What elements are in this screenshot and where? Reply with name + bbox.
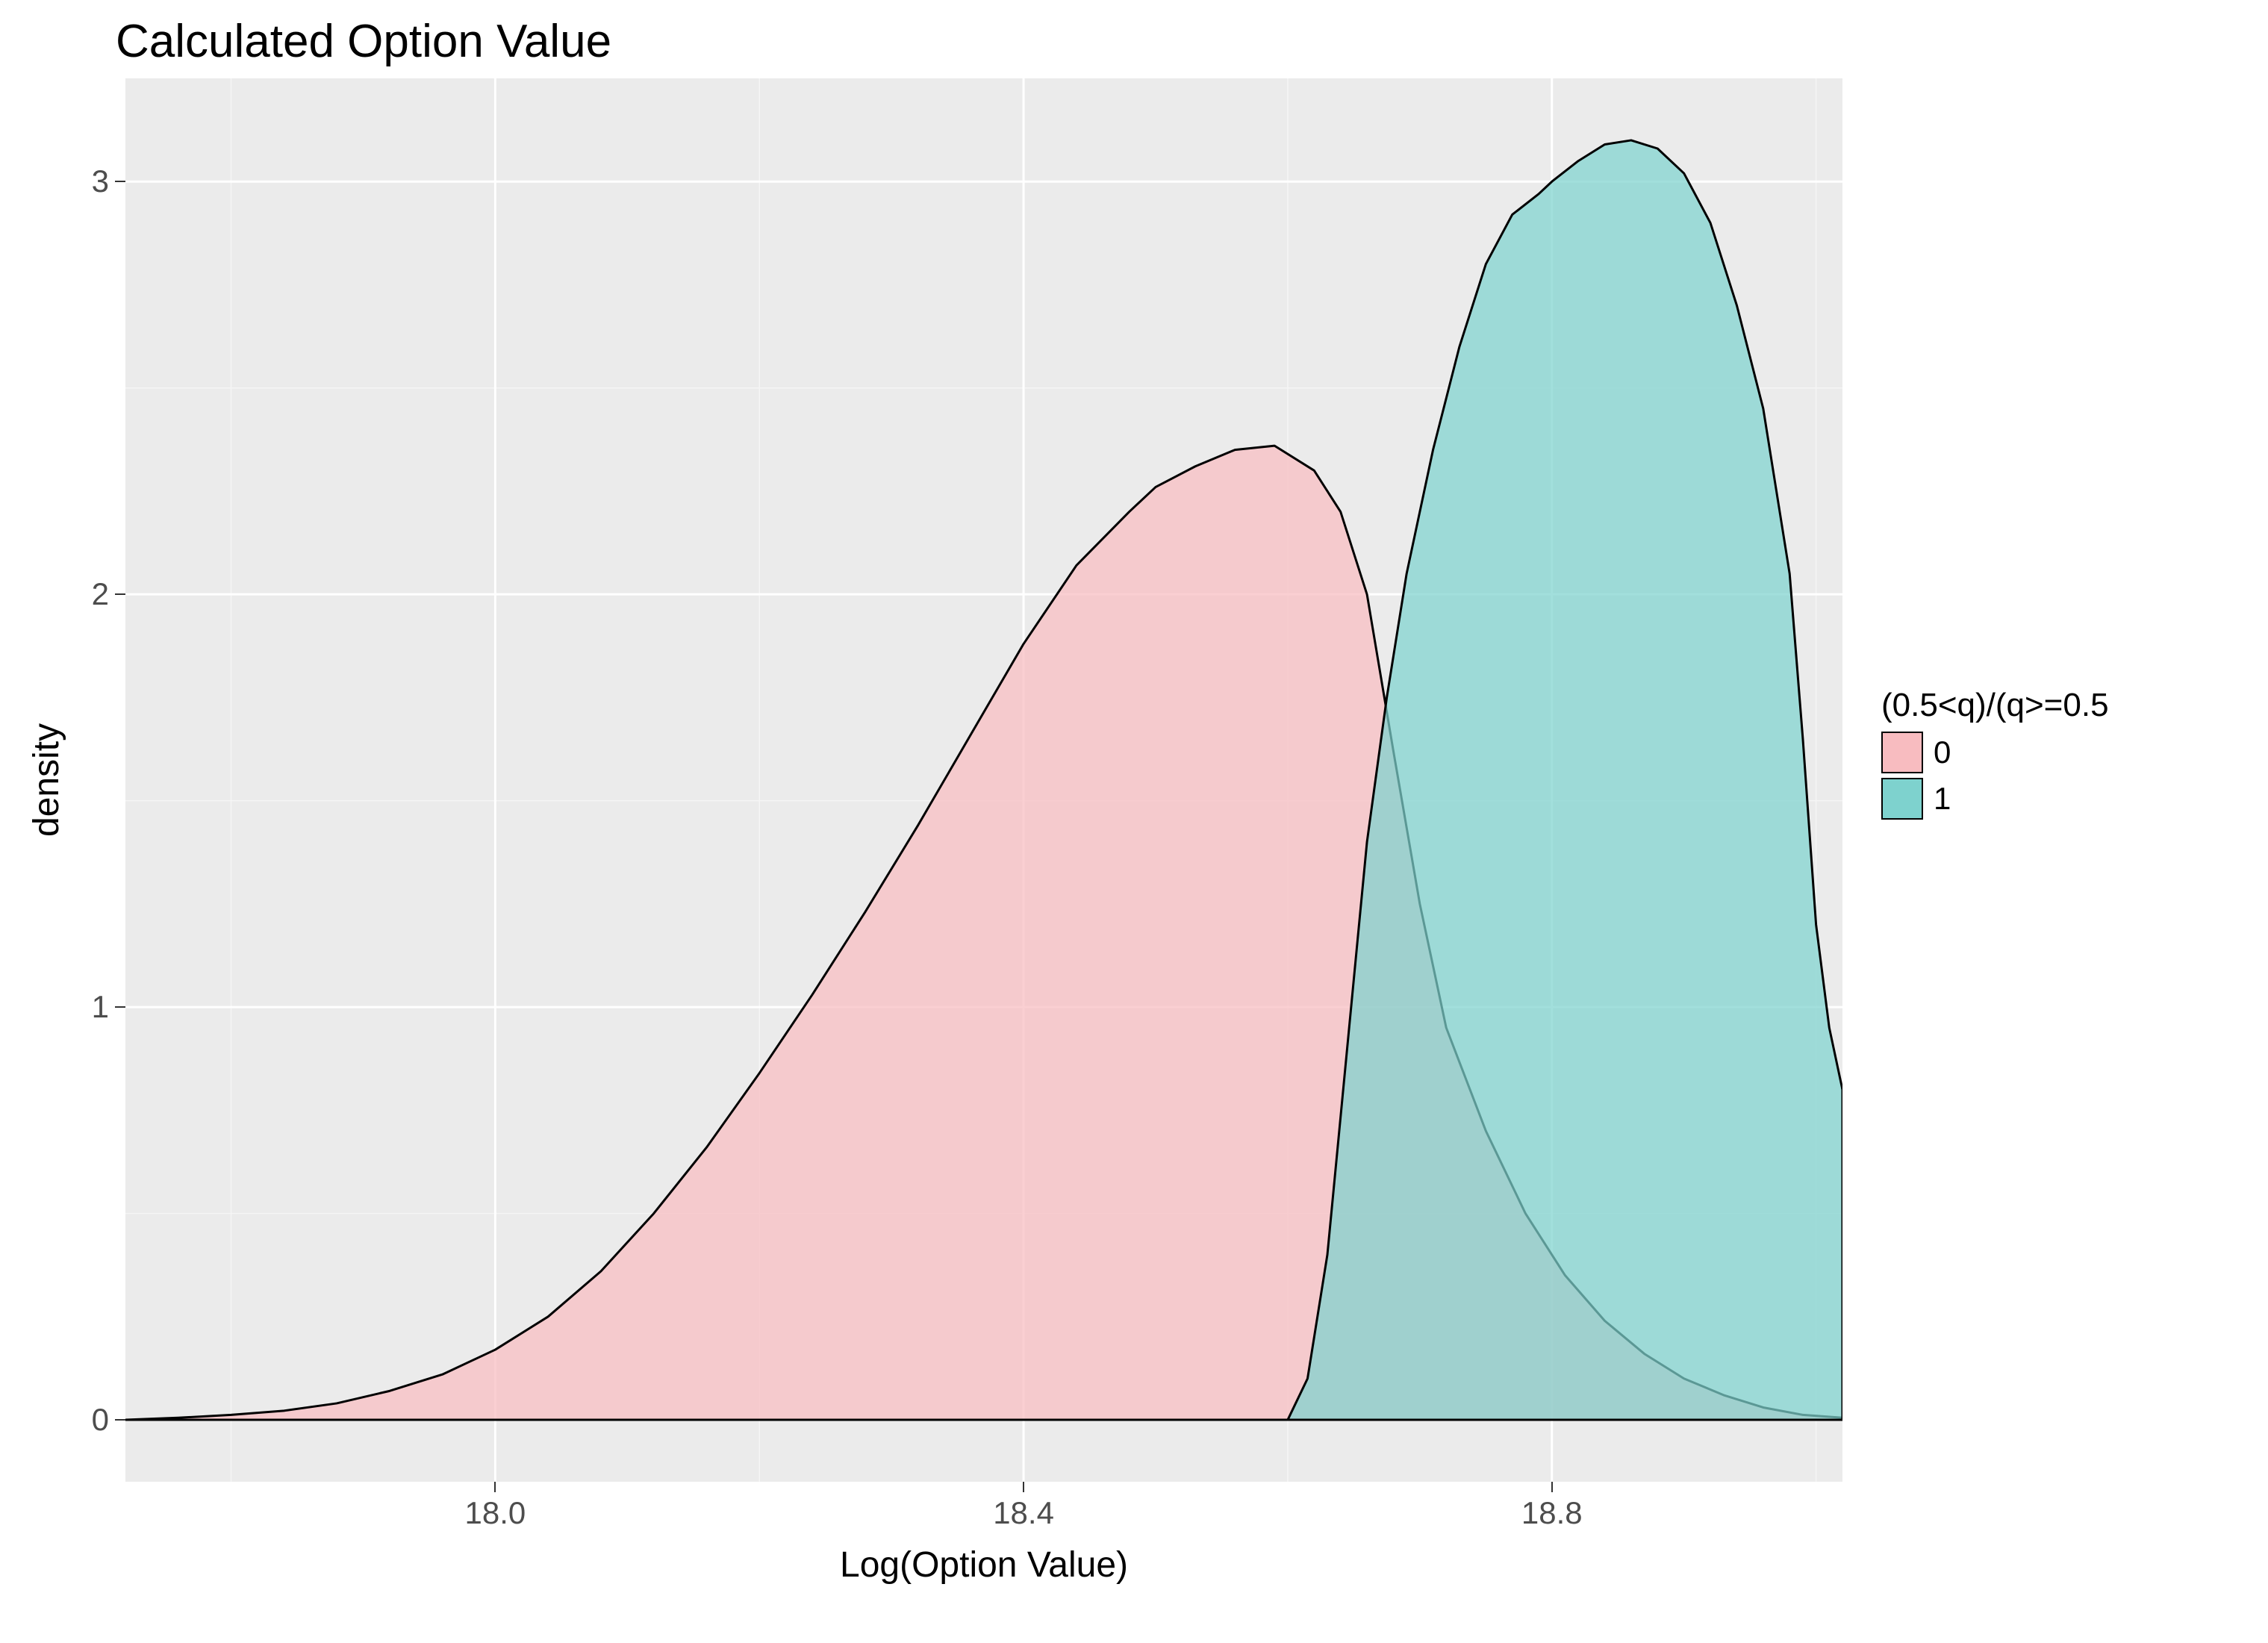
y-tick-mark [115, 181, 125, 182]
legend: (0.5<q)/(q>=0.5 01 [1881, 687, 2109, 824]
x-tick-label: 18.8 [1521, 1495, 1583, 1531]
legend-item: 1 [1881, 778, 2109, 820]
y-tick-label: 0 [73, 1402, 109, 1438]
x-tick-mark [1023, 1482, 1024, 1492]
y-tick-label: 2 [73, 576, 109, 612]
x-tick-mark [1551, 1482, 1553, 1492]
legend-label: 1 [1934, 781, 1951, 817]
y-tick-mark [115, 1419, 125, 1421]
y-tick-mark [115, 593, 125, 595]
x-tick-mark [494, 1482, 496, 1492]
legend-items: 01 [1881, 732, 2109, 820]
chart-title: Calculated Option Value [116, 15, 611, 68]
x-axis-title: Log(Option Value) [840, 1544, 1128, 1586]
y-tick-mark [115, 1006, 125, 1008]
y-axis-title: density [26, 723, 67, 837]
legend-title: (0.5<q)/(q>=0.5 [1881, 687, 2109, 724]
plot-panel [125, 78, 1842, 1482]
chart-figure: Calculated Option Value Log(Option Value… [0, 0, 2268, 1643]
plot-svg [125, 78, 1842, 1482]
legend-key [1881, 732, 1923, 773]
legend-item: 0 [1881, 732, 2109, 773]
x-tick-label: 18.4 [993, 1495, 1054, 1531]
legend-key [1881, 778, 1923, 820]
x-tick-label: 18.0 [465, 1495, 526, 1531]
y-tick-label: 1 [73, 989, 109, 1025]
y-tick-label: 3 [73, 163, 109, 199]
legend-label: 0 [1934, 735, 1951, 770]
